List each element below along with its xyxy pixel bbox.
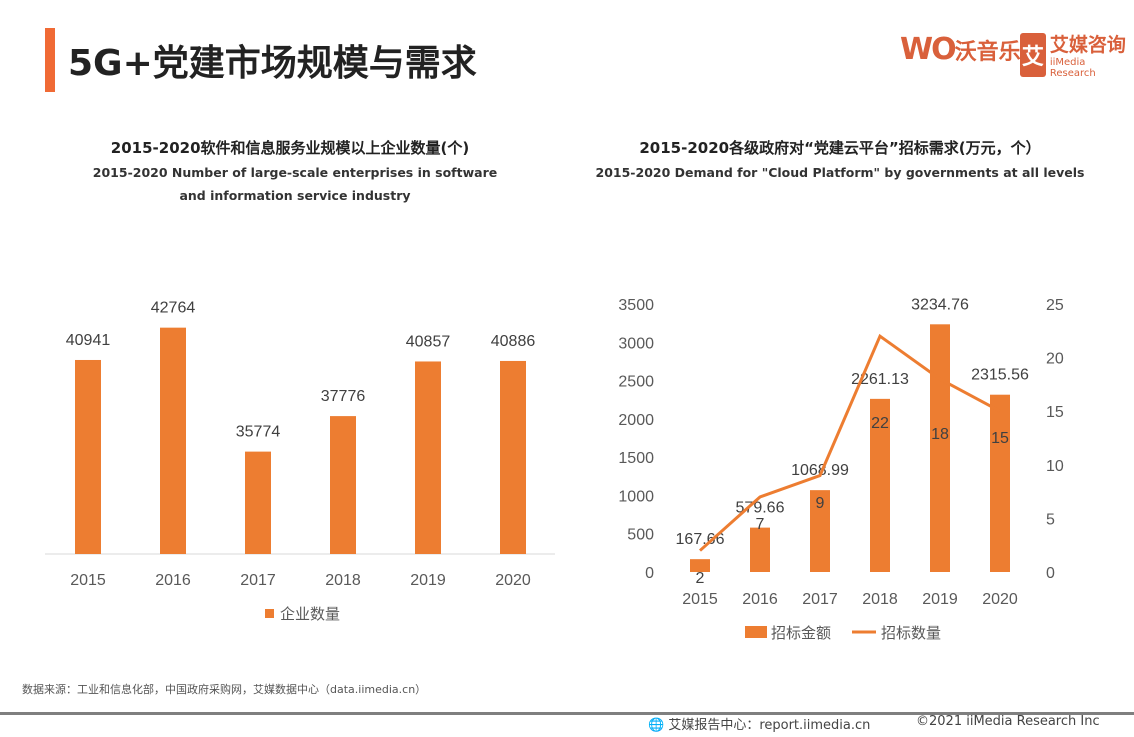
- data-label-2015: 40941: [66, 332, 111, 349]
- legend-bar-swatch: [745, 626, 767, 638]
- right-chart-title: 2015-2020各级政府对“党建云平台”招标需求(万元，个）: [639, 139, 1041, 157]
- y-right-tick: 0: [1046, 565, 1055, 582]
- x-tick-2015: 2015: [682, 591, 718, 608]
- data-label-2018: 37776: [321, 388, 366, 405]
- bar-2016: [750, 527, 770, 572]
- y-left-tick: 3000: [618, 335, 654, 352]
- y-left-tick: 1000: [618, 488, 654, 505]
- right-chart-subtitle: 2015-2020 Demand for "Cloud Platform" by…: [595, 165, 1085, 180]
- legend-label: 企业数量: [280, 605, 340, 623]
- legend-bar-label: 招标金额: [771, 625, 831, 642]
- title-accent-bar: [45, 28, 55, 92]
- bar-label-2017: 1068.99: [791, 462, 849, 479]
- x-tick-2015: 2015: [70, 572, 106, 589]
- data-label-2016: 42764: [151, 300, 196, 317]
- data-source: 数据来源：工业和信息化部，中国政府采购网，艾媒数据中心（data.iimedia…: [22, 683, 427, 696]
- x-tick-2018: 2018: [325, 572, 361, 589]
- y-right-tick: 10: [1046, 458, 1064, 475]
- bar-2015: [75, 359, 101, 554]
- bar-2019: [415, 361, 441, 554]
- line-label-2017: 9: [816, 495, 825, 512]
- data-label-2020: 40886: [491, 333, 536, 350]
- report-link[interactable]: 🌐 艾媒报告中心：report.iimedia.cn: [648, 714, 870, 733]
- bar-label-2015: 167.66: [676, 531, 725, 548]
- x-tick-2019: 2019: [922, 591, 958, 608]
- page-title: 5G+党建市场规模与需求: [68, 43, 477, 84]
- x-tick-2017: 2017: [802, 591, 838, 608]
- x-tick-2019: 2019: [410, 572, 446, 589]
- bar-2020: [500, 360, 526, 554]
- report-text: 艾媒报告中心：report.iimedia.cn: [668, 718, 871, 733]
- y-right-tick: 20: [1046, 351, 1064, 368]
- x-tick-2016: 2016: [742, 591, 778, 608]
- bar-label-2018: 2261.13: [851, 371, 909, 388]
- womusic-logo: WO沃音乐: [900, 32, 1021, 67]
- left-chart-subtitle: 2015-2020 Number of large-scale enterpri…: [92, 165, 498, 203]
- bar-2020: [990, 394, 1010, 572]
- y-left-tick: 1500: [618, 450, 654, 467]
- y-left-tick: 3500: [618, 297, 654, 314]
- bar-label-2019: 3234.76: [911, 296, 969, 313]
- x-tick-2020: 2020: [982, 591, 1018, 608]
- y-left-tick: 2000: [618, 412, 654, 429]
- line-label-2018: 22: [871, 415, 889, 432]
- line-label-2019: 18: [931, 426, 949, 443]
- x-tick-2018: 2018: [862, 591, 898, 608]
- legend-line-label: 招标数量: [881, 625, 941, 642]
- line-label-2020: 15: [991, 430, 1009, 447]
- legend-swatch: [265, 609, 274, 618]
- x-tick-2017: 2017: [240, 572, 276, 589]
- y-left-tick: 500: [627, 527, 654, 544]
- y-left-tick: 2500: [618, 374, 654, 391]
- iimedia-logo: 艾 艾媒咨询 iiMedia Research: [1020, 32, 1126, 79]
- data-label-2019: 40857: [406, 333, 451, 350]
- x-tick-2016: 2016: [155, 572, 191, 589]
- globe-icon: 🌐: [648, 718, 665, 733]
- bar-2016: [160, 327, 186, 554]
- y-right-tick: 25: [1046, 297, 1064, 314]
- bar-label-2016: 579.66: [736, 500, 785, 517]
- line-label-2016: 7: [756, 516, 765, 533]
- bar-2017: [245, 451, 271, 554]
- line-series: [699, 333, 1001, 552]
- y-right-tick: 15: [1046, 404, 1064, 421]
- footer-divider: [0, 712, 1134, 715]
- bar-2017: [810, 490, 830, 572]
- line-label-2015: 2: [696, 570, 705, 587]
- data-label-2017: 35774: [236, 424, 281, 441]
- bar-label-2020: 2315.56: [971, 367, 1029, 384]
- bar-2019: [930, 324, 950, 572]
- left-chart-title: 2015-2020软件和信息服务业规模以上企业数量(个): [110, 139, 470, 157]
- bar-2018: [870, 398, 890, 572]
- x-tick-2020: 2020: [495, 572, 531, 589]
- bar-2015: [690, 559, 710, 572]
- y-right-tick: 5: [1046, 511, 1055, 528]
- copyright: ©2021 iiMedia Research Inc: [916, 714, 1100, 729]
- bar-2018: [330, 416, 356, 554]
- y-left-tick: 0: [645, 565, 654, 582]
